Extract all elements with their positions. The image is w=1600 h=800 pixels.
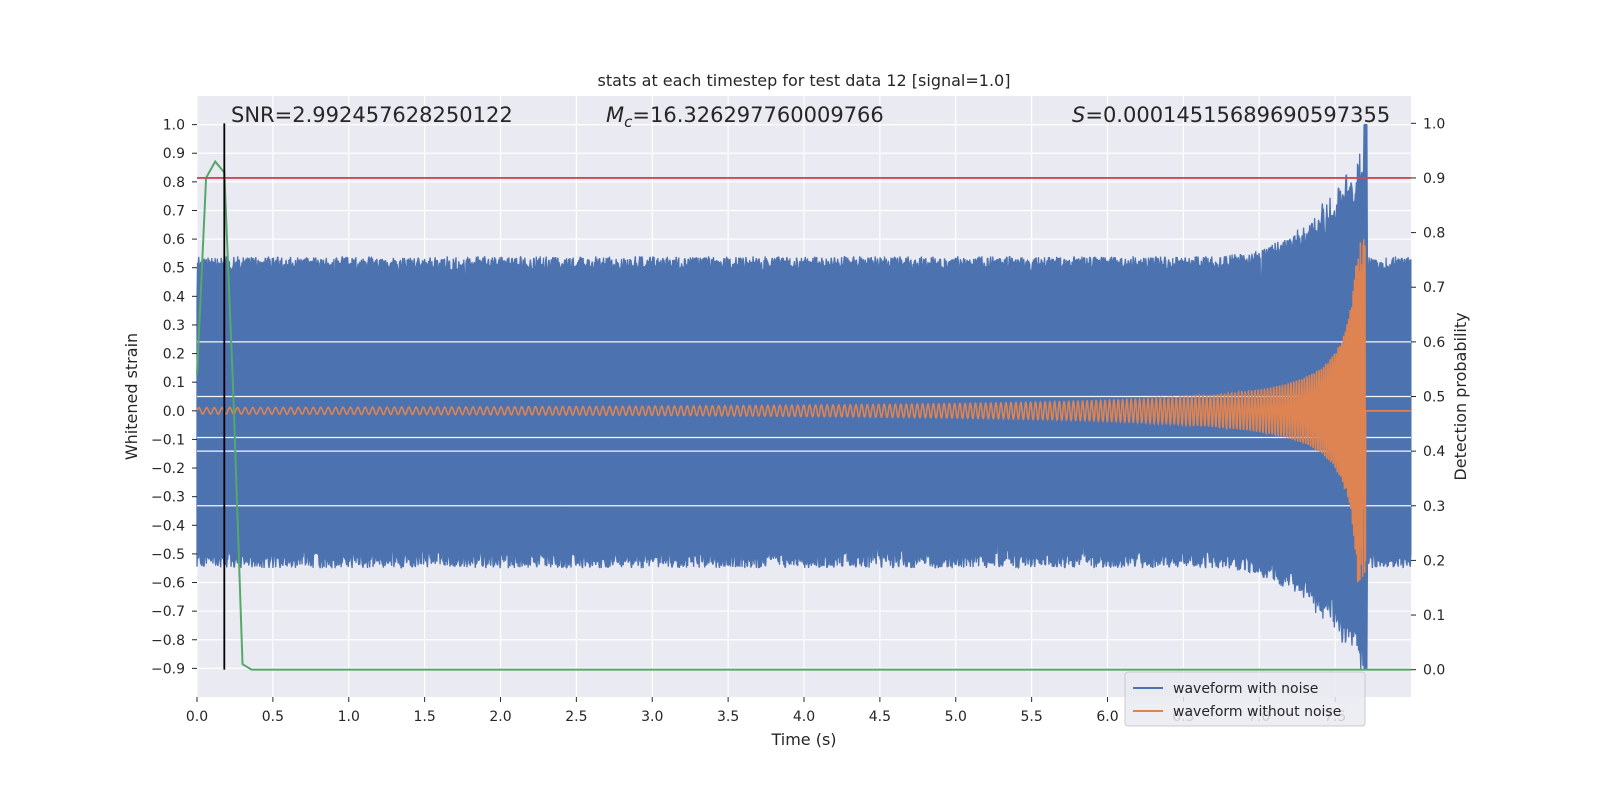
x-tick-label-1: 0.5 bbox=[262, 709, 284, 725]
y-left-tick-label-2: 0.8 bbox=[163, 175, 185, 191]
y-left-tick-label-11: −0.1 bbox=[151, 432, 185, 448]
x-tick-label-4: 2.0 bbox=[489, 709, 511, 725]
y-left-tick-label-8: 0.2 bbox=[163, 347, 185, 363]
mc-subscript: c bbox=[624, 113, 633, 131]
chirp-mass-annotation: Mc=16.326297760009766 bbox=[606, 103, 884, 131]
y-left-tick-label-18: −0.8 bbox=[151, 633, 185, 649]
data-area bbox=[196, 123, 1412, 671]
x-tick-label-11: 5.5 bbox=[1020, 709, 1042, 725]
y-right-tick-label-10: 0.0 bbox=[1423, 663, 1445, 679]
y-right-tick-label-1: 0.9 bbox=[1423, 171, 1445, 187]
axes: 0.00.51.01.52.02.53.03.54.04.55.05.56.06… bbox=[151, 116, 1445, 725]
x-tick-label-5: 2.5 bbox=[565, 709, 587, 725]
x-tick-label-10: 5.0 bbox=[945, 709, 967, 725]
x-tick-label-0: 0.0 bbox=[186, 709, 208, 725]
x-axis-label: Time (s) bbox=[770, 730, 836, 749]
y-right-tick-label-8: 0.2 bbox=[1423, 553, 1445, 569]
x-tick-label-3: 1.5 bbox=[413, 709, 435, 725]
mc-symbol: M bbox=[606, 103, 624, 127]
legend-entry-clean: waveform without noise bbox=[1173, 704, 1341, 720]
y-left-tick-label-7: 0.3 bbox=[163, 318, 185, 334]
x-tick-label-12: 6.0 bbox=[1096, 709, 1118, 725]
legend-entry-noise: waveform with noise bbox=[1173, 681, 1318, 697]
y-left-tick-label-14: −0.4 bbox=[151, 518, 185, 534]
y-right-tick-label-3: 0.7 bbox=[1423, 280, 1445, 296]
x-tick-label-8: 4.0 bbox=[793, 709, 815, 725]
chart-title: stats at each timestep for test data 12 … bbox=[598, 71, 1011, 90]
y-left-tick-label-1: 0.9 bbox=[163, 146, 185, 162]
snr-annotation: SNR=2.992457628250122 bbox=[231, 103, 513, 127]
y-right-tick-label-7: 0.3 bbox=[1423, 499, 1445, 515]
y-left-tick-label-16: −0.6 bbox=[151, 576, 185, 592]
y-left-tick-label-13: −0.3 bbox=[151, 490, 185, 506]
legend: waveform with noise waveform without noi… bbox=[1124, 671, 1366, 727]
y-axis-label-right: Detection probability bbox=[1451, 312, 1470, 480]
y-right-tick-label-4: 0.6 bbox=[1423, 335, 1445, 351]
y-left-tick-label-10: 0.0 bbox=[163, 404, 185, 420]
s-value: =0.00014515689690597355 bbox=[1085, 103, 1390, 127]
y-left-tick-label-6: 0.4 bbox=[163, 289, 185, 305]
s-symbol: S bbox=[1072, 103, 1085, 127]
y-left-tick-label-3: 0.7 bbox=[163, 203, 185, 219]
y-left-tick-label-12: −0.2 bbox=[151, 461, 185, 477]
x-tick-label-2: 1.0 bbox=[338, 709, 360, 725]
y-axis-label-left: Whitened strain bbox=[122, 333, 141, 460]
x-tick-label-7: 3.5 bbox=[717, 709, 739, 725]
y-right-tick-label-6: 0.4 bbox=[1423, 444, 1445, 460]
y-left-tick-label-5: 0.5 bbox=[163, 261, 185, 277]
y-left-tick-label-0: 1.0 bbox=[163, 118, 185, 134]
y-left-tick-label-17: −0.7 bbox=[151, 604, 185, 620]
y-left-tick-label-19: −0.9 bbox=[151, 661, 185, 677]
y-right-tick-label-5: 0.5 bbox=[1423, 390, 1445, 406]
series-detection-probability bbox=[196, 159, 1411, 671]
y-right-tick-label-2: 0.8 bbox=[1423, 226, 1445, 242]
x-tick-label-6: 3.0 bbox=[641, 709, 663, 725]
s-annotation: S=0.00014515689690597355 bbox=[1072, 103, 1390, 127]
y-left-tick-label-4: 0.6 bbox=[163, 232, 185, 248]
x-tick-label-9: 4.5 bbox=[869, 709, 891, 725]
series-waveform-without-noise bbox=[196, 239, 1411, 583]
mc-value: =16.326297760009766 bbox=[632, 103, 883, 127]
y-right-tick-label-9: 0.1 bbox=[1423, 608, 1445, 624]
y-left-tick-label-15: −0.5 bbox=[151, 547, 185, 563]
y-left-tick-label-9: 0.1 bbox=[163, 375, 185, 391]
y-right-tick-label-0: 1.0 bbox=[1423, 116, 1445, 132]
legend-box bbox=[1124, 671, 1366, 727]
